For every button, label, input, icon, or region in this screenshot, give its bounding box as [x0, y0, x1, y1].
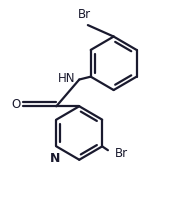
Text: Br: Br [115, 146, 128, 159]
Text: N: N [50, 152, 61, 165]
Text: O: O [12, 98, 21, 111]
Text: HN: HN [58, 72, 75, 85]
Text: Br: Br [78, 8, 91, 21]
